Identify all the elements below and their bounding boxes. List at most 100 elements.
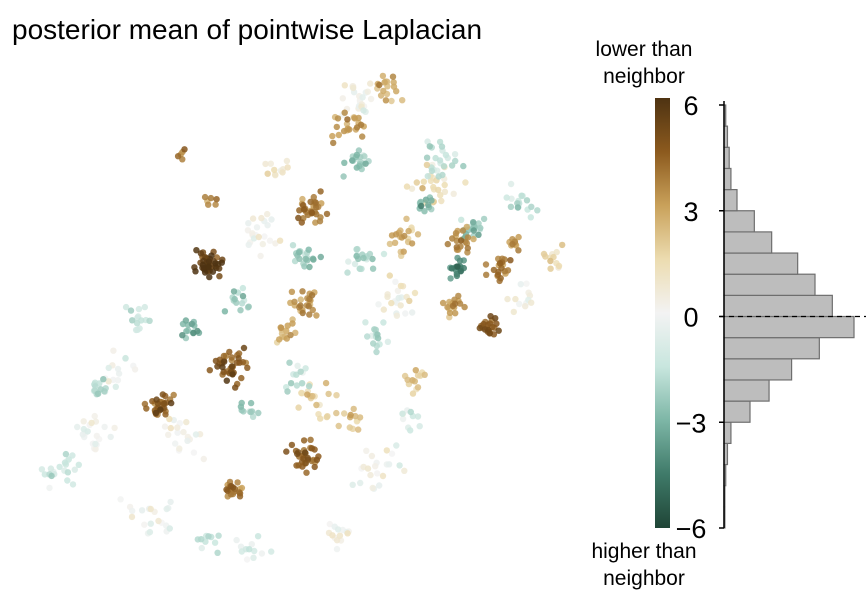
scatter-point: [80, 418, 87, 425]
scatter-point: [209, 268, 217, 275]
scatter-point: [447, 275, 454, 282]
scatter-point: [326, 520, 333, 528]
scatter-point: [101, 423, 108, 431]
scatter-point: [245, 303, 252, 310]
scatter-point: [264, 170, 271, 177]
scatter-point: [228, 363, 236, 370]
scatter-point: [166, 525, 173, 532]
scatter-point: [111, 424, 118, 432]
scatter-point: [308, 209, 316, 216]
scatter-point: [304, 454, 311, 462]
scatter-point: [247, 408, 254, 416]
scatter-point: [313, 456, 321, 463]
scatter-point: [380, 87, 387, 95]
scatter-point: [192, 268, 199, 275]
scatter-point: [212, 201, 219, 208]
scatter-point: [161, 400, 168, 407]
scatter-point: [293, 462, 300, 469]
scatter-point: [413, 179, 420, 186]
scatter-point: [367, 471, 374, 479]
scatter-point: [333, 392, 340, 399]
scatter-point: [298, 219, 305, 226]
scatter-point: [483, 271, 490, 278]
scatter-point: [180, 428, 187, 436]
scatter-point: [114, 377, 122, 384]
scatter-point: [170, 391, 177, 399]
scatter-point: [428, 167, 436, 175]
scatter-point: [238, 300, 246, 307]
scatter-point: [418, 202, 425, 210]
scatter-point: [364, 333, 371, 340]
scatter-point: [392, 231, 400, 238]
scatter-point: [223, 377, 230, 384]
scatter-point: [286, 359, 293, 366]
scatter-point: [317, 188, 324, 195]
scatter-point: [503, 194, 510, 201]
scatter-point: [407, 427, 414, 434]
scatter-point: [291, 298, 298, 305]
scatter-point: [353, 246, 360, 253]
scatter-point: [153, 396, 160, 403]
scatter-point: [448, 162, 456, 169]
scatter-point: [344, 530, 351, 537]
scatter-point: [517, 281, 524, 288]
scatter-point: [74, 423, 81, 431]
scatter-point: [432, 154, 439, 162]
scatter-point: [243, 556, 251, 563]
scatter-point: [493, 320, 500, 327]
histogram-axis: −6 −3 0 3 6: [676, 91, 866, 544]
scatter-point: [283, 157, 291, 165]
scatter-point: [91, 412, 98, 420]
scatter-point: [369, 484, 376, 492]
scatter-point: [298, 380, 306, 387]
scatter-point: [455, 292, 462, 300]
scatter-point: [135, 305, 143, 313]
scatter-point: [211, 539, 219, 546]
scatter-point: [406, 297, 413, 305]
scatter-point: [69, 481, 77, 488]
scatter-point: [470, 219, 477, 226]
histogram-bar: [723, 337, 820, 360]
scatter-point: [257, 252, 264, 260]
scatter-point: [553, 248, 560, 256]
cbar-top-line-1: neighbor: [603, 65, 685, 88]
scatter-point: [362, 160, 369, 167]
scatter-point: [399, 415, 407, 423]
scatter-point: [311, 463, 318, 471]
scatter-point: [38, 466, 46, 473]
scatter-point: [476, 324, 483, 332]
scatter-point: [304, 391, 311, 398]
scatter-point: [309, 306, 316, 314]
histogram-bar: [723, 252, 799, 275]
scatter-point: [446, 309, 454, 317]
scatter-point: [298, 389, 305, 397]
scatter-point: [240, 344, 248, 352]
scatter-point: [453, 244, 460, 251]
scatter-point: [197, 250, 205, 257]
scatter-point: [258, 214, 265, 222]
scatter-point: [385, 461, 393, 468]
scatter-point: [313, 401, 320, 409]
scatter-point: [403, 215, 410, 222]
scatter-point: [308, 445, 316, 452]
scatter-point: [364, 465, 372, 472]
scatter-point: [205, 533, 212, 540]
scatter-point: [364, 88, 371, 95]
scatter-point: [379, 472, 387, 480]
scatter-point: [341, 82, 348, 89]
scatter-point: [288, 288, 296, 295]
scatter-point: [220, 352, 228, 360]
scatter-point: [71, 466, 79, 473]
scatter-point: [402, 310, 409, 317]
scatter-point: [411, 289, 419, 297]
scatter-point: [299, 195, 306, 203]
scatter-point: [515, 233, 522, 241]
scatter-point: [421, 208, 428, 215]
histogram-bar: [723, 231, 773, 254]
scatter-point: [192, 431, 200, 438]
scatter-point: [64, 469, 72, 476]
scatter-point: [205, 258, 213, 265]
scatter-point: [297, 368, 304, 375]
scatter-point: [396, 462, 403, 469]
scatter-point: [507, 257, 514, 264]
